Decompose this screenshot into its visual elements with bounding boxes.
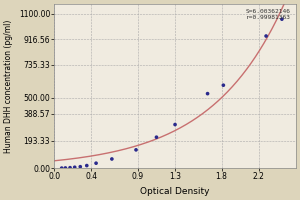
Point xyxy=(72,166,77,169)
Point xyxy=(59,167,64,170)
Point xyxy=(264,34,268,38)
Point xyxy=(172,123,177,126)
Point xyxy=(78,165,83,168)
Point xyxy=(221,84,226,87)
Y-axis label: Human DHH concentration (pg/ml): Human DHH concentration (pg/ml) xyxy=(4,19,13,153)
X-axis label: Optical Density: Optical Density xyxy=(140,187,210,196)
Point xyxy=(68,166,73,169)
Point xyxy=(205,92,210,95)
Point xyxy=(63,166,68,170)
Point xyxy=(84,164,89,167)
Text: S=6.00362146
r=0.99981363: S=6.00362146 r=0.99981363 xyxy=(246,9,291,20)
Point xyxy=(154,136,159,139)
Point xyxy=(280,18,284,21)
Point xyxy=(94,162,98,165)
Point xyxy=(134,148,138,151)
Point xyxy=(110,157,114,161)
